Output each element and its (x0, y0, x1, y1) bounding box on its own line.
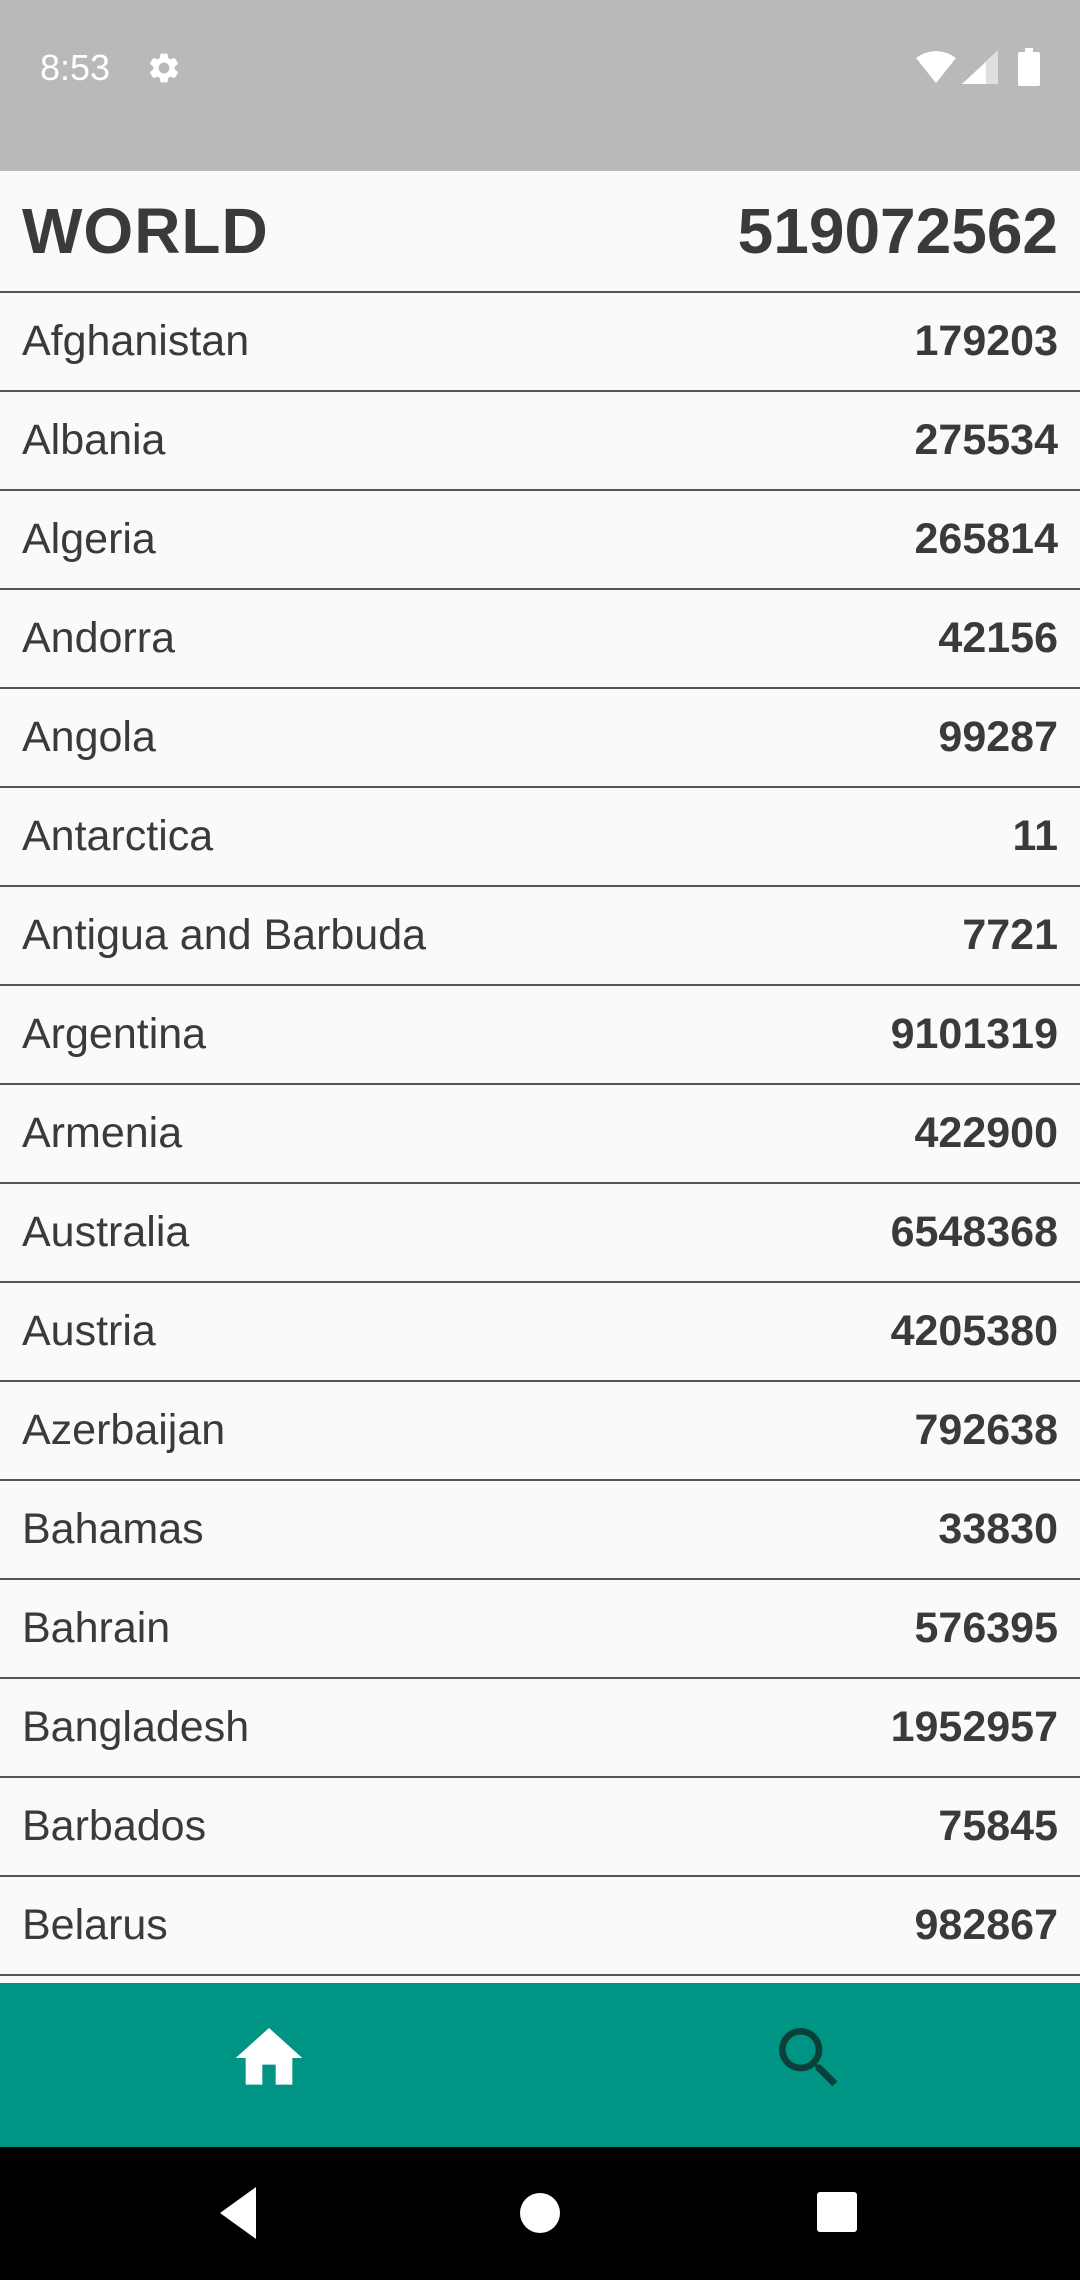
country-value: 75845 (938, 1802, 1058, 1850)
country-name: Algeria (22, 515, 156, 563)
country-name: Bahamas (22, 1505, 204, 1553)
nav-search-button[interactable] (764, 2013, 854, 2103)
country-name: Andorra (22, 614, 175, 662)
country-row[interactable]: Albania 275534 (0, 392, 1080, 491)
country-value: 99287 (938, 713, 1058, 761)
home-circle-icon[interactable] (518, 2191, 562, 2235)
country-row[interactable]: Antigua and Barbuda 7721 (0, 887, 1080, 986)
country-row[interactable]: Afghanistan 179203 (0, 293, 1080, 392)
search-icon (779, 2028, 838, 2087)
country-name: Angola (22, 713, 156, 761)
country-name: Bahrain (22, 1604, 171, 1652)
country-name: Argentina (22, 1010, 207, 1058)
country-value: 576395 (914, 1604, 1059, 1652)
country-name: Barbados (22, 1802, 207, 1850)
country-value: 6548368 (890, 1208, 1058, 1256)
status-bar: 8:53 (0, 0, 1080, 171)
country-row[interactable]: Barbados 75845 (0, 1778, 1080, 1877)
battery-icon (1018, 48, 1040, 86)
country-list[interactable]: Afghanistan 179203 Albania 275534 Algeri… (0, 293, 1080, 1983)
country-row[interactable]: Armenia 422900 (0, 1085, 1080, 1184)
home-icon (235, 2028, 303, 2085)
country-row[interactable]: Bahamas 33830 (0, 1481, 1080, 1580)
country-value: 1952957 (890, 1703, 1058, 1751)
world-label: WORLD (22, 195, 269, 267)
country-name: Albania (22, 416, 166, 464)
country-name: Belarus (22, 1901, 168, 1949)
country-name: Australia (22, 1208, 190, 1256)
country-name: Armenia (22, 1109, 183, 1157)
status-time: 8:53 (40, 47, 111, 88)
system-navigation-bar (0, 2147, 1080, 2280)
back-icon[interactable] (214, 2183, 264, 2243)
country-row[interactable]: Andorra 42156 (0, 590, 1080, 689)
country-value: 179203 (914, 317, 1059, 365)
recents-icon[interactable] (816, 2191, 858, 2233)
country-name: Antarctica (22, 812, 214, 860)
world-total-value: 519072562 (737, 195, 1058, 267)
country-row[interactable]: Antarctica 11 (0, 788, 1080, 887)
wifi-icon (916, 51, 956, 83)
country-name: Azerbaijan (22, 1406, 226, 1454)
country-row[interactable]: Bahrain 576395 (0, 1580, 1080, 1679)
bottom-navigation (0, 1983, 1080, 2147)
gear-icon (149, 53, 179, 83)
signal-icon (962, 50, 998, 84)
country-row[interactable]: Australia 6548368 (0, 1184, 1080, 1283)
country-row[interactable]: Azerbaijan 792638 (0, 1382, 1080, 1481)
country-row[interactable]: Argentina 9101319 (0, 986, 1080, 1085)
country-name: Afghanistan (22, 317, 250, 365)
country-value: 422900 (914, 1109, 1059, 1157)
country-value: 7721 (962, 911, 1058, 959)
country-value: 42156 (938, 614, 1058, 662)
world-total-row: WORLD 519072562 (0, 171, 1080, 293)
nav-home-button[interactable] (224, 2013, 314, 2103)
country-value: 4205380 (890, 1307, 1058, 1355)
country-value: 275534 (914, 416, 1059, 464)
country-value: 9101319 (890, 1010, 1058, 1058)
country-value: 11 (1012, 812, 1058, 860)
country-row[interactable]: Austria 4205380 (0, 1283, 1080, 1382)
country-value: 265814 (914, 515, 1059, 563)
country-value: 33830 (938, 1505, 1058, 1553)
country-name: Bangladesh (22, 1703, 250, 1751)
country-row[interactable]: Angola 99287 (0, 689, 1080, 788)
country-name: Austria (22, 1307, 156, 1355)
country-row[interactable]: Bangladesh 1952957 (0, 1679, 1080, 1778)
country-row[interactable]: Algeria 265814 (0, 491, 1080, 590)
country-value: 792638 (914, 1406, 1059, 1454)
country-row[interactable]: Belarus 982867 (0, 1877, 1080, 1976)
country-name: Antigua and Barbuda (22, 911, 427, 959)
country-value: 982867 (914, 1901, 1059, 1949)
